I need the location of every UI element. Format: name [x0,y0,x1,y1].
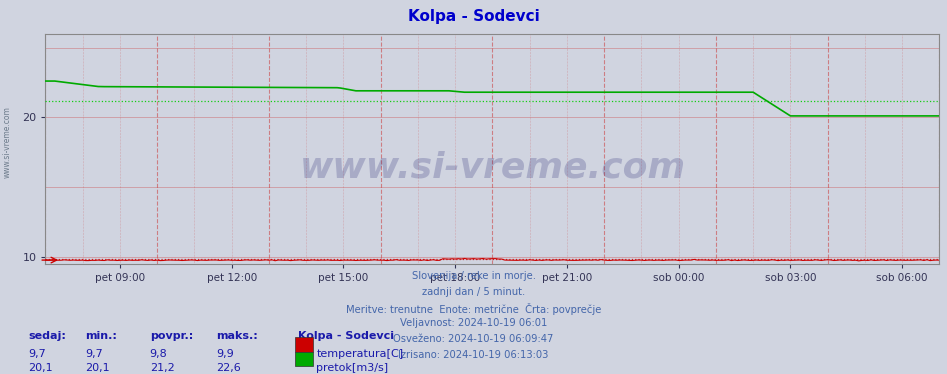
Text: 21,2: 21,2 [150,363,174,373]
Text: temperatura[C]: temperatura[C] [316,349,403,359]
Text: 22,6: 22,6 [216,363,241,373]
Text: 20,1: 20,1 [85,363,110,373]
Text: min.:: min.: [85,331,117,341]
Text: sedaj:: sedaj: [28,331,66,341]
Text: maks.:: maks.: [216,331,258,341]
Text: 9,8: 9,8 [150,349,168,359]
Text: 20,1: 20,1 [28,363,53,373]
Text: www.si-vreme.com: www.si-vreme.com [3,106,12,178]
Text: Kolpa - Sodevci: Kolpa - Sodevci [298,331,394,341]
Text: Veljavnost: 2024-10-19 06:01: Veljavnost: 2024-10-19 06:01 [400,318,547,328]
Text: Osveženo: 2024-10-19 06:09:47: Osveženo: 2024-10-19 06:09:47 [393,334,554,344]
Text: pretok[m3/s]: pretok[m3/s] [316,363,388,373]
Text: 9,7: 9,7 [28,349,46,359]
Text: povpr.:: povpr.: [150,331,193,341]
Text: 9,7: 9,7 [85,349,103,359]
Text: Izrisano: 2024-10-19 06:13:03: Izrisano: 2024-10-19 06:13:03 [399,350,548,360]
Text: Kolpa - Sodevci: Kolpa - Sodevci [407,9,540,24]
Text: www.si-vreme.com: www.si-vreme.com [299,150,686,184]
Text: Slovenija / reke in morje.: Slovenija / reke in morje. [412,271,535,281]
Text: 9,9: 9,9 [216,349,234,359]
Text: Meritve: trenutne  Enote: metrične  Črta: povprečje: Meritve: trenutne Enote: metrične Črta: … [346,303,601,315]
Text: zadnji dan / 5 minut.: zadnji dan / 5 minut. [421,287,526,297]
